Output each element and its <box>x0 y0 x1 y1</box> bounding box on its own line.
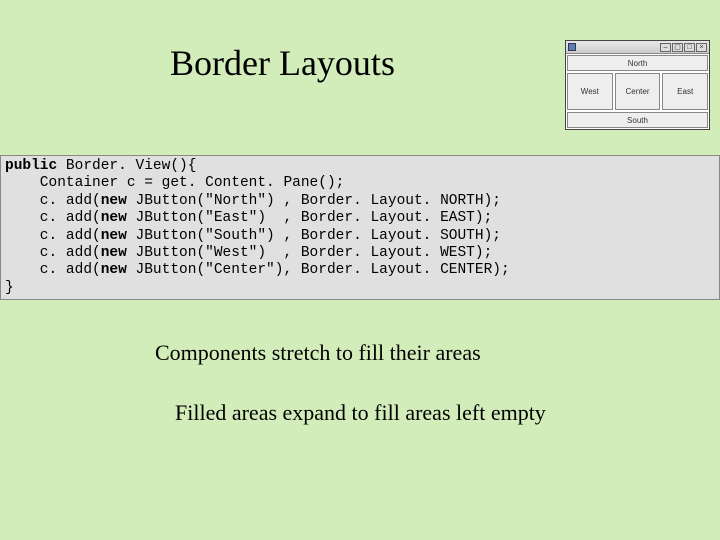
restore-icon: ▢ <box>672 43 683 52</box>
body-text-1: Components stretch to fill their areas <box>155 340 481 366</box>
code-l4b: JButton("East") , Border. Layout. EAST); <box>127 210 492 226</box>
code-l2: Container c = get. Content. Pane(); <box>5 175 344 191</box>
preview-titlebar: – ▢ □ × <box>566 41 709 54</box>
code-l4a: c. add( <box>5 210 101 226</box>
preview-row-north: North <box>566 54 709 72</box>
slide-title: Border Layouts <box>170 42 395 84</box>
kw-new-2: new <box>101 210 127 226</box>
north-button: North <box>567 55 708 71</box>
maximize-icon: □ <box>684 43 695 52</box>
code-l5a: c. add( <box>5 228 101 244</box>
east-button: East <box>662 73 708 110</box>
code-l5b: JButton("South") , Border. Layout. SOUTH… <box>127 228 501 244</box>
code-l1: Border. View(){ <box>57 158 196 174</box>
kw-new-4: new <box>101 245 127 261</box>
kw-new-1: new <box>101 193 127 209</box>
body-text-2: Filled areas expand to fill areas left e… <box>175 400 546 426</box>
preview-window-controls: – ▢ □ × <box>660 43 707 52</box>
close-icon: × <box>696 43 707 52</box>
code-l3b: JButton("North") , Border. Layout. NORTH… <box>127 193 501 209</box>
west-button: West <box>567 73 613 110</box>
minimize-icon: – <box>660 43 671 52</box>
window-icon <box>568 43 576 51</box>
code-l7b: JButton("Center"), Border. Layout. CENTE… <box>127 262 510 278</box>
preview-row-south: South <box>566 111 709 129</box>
code-l6a: c. add( <box>5 245 101 261</box>
code-l7a: c. add( <box>5 262 101 278</box>
code-l3a: c. add( <box>5 193 101 209</box>
south-button: South <box>567 112 708 128</box>
code-block: public Border. View(){ Container c = get… <box>0 155 720 300</box>
preview-title-left <box>568 43 576 51</box>
borderlayout-preview-window: – ▢ □ × North West Center East South <box>565 40 710 130</box>
preview-row-center: West Center East <box>566 72 709 111</box>
kw-new-3: new <box>101 228 127 244</box>
code-l6b: JButton("West") , Border. Layout. WEST); <box>127 245 492 261</box>
code-close: } <box>5 280 14 296</box>
kw-new-5: new <box>101 262 127 278</box>
kw-public: public <box>5 158 57 174</box>
center-button: Center <box>615 73 661 110</box>
preview-body: North West Center East South <box>566 54 709 129</box>
